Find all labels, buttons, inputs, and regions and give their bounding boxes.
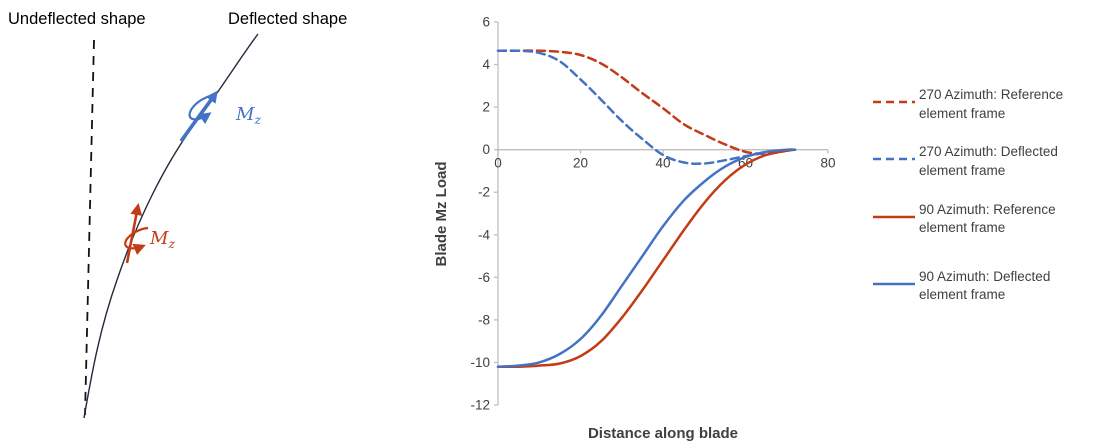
deflected-shape-label: Deflected shape [228, 10, 347, 28]
blue-mz-label: Mz [235, 104, 261, 127]
x-tick-label: 40 [655, 156, 670, 171]
diagram-svg: Undeflected shape Deflected shape Mz Mz [8, 10, 347, 419]
y-tick-label: -8 [478, 312, 490, 327]
y-tick-label: -2 [478, 185, 490, 200]
deflected-blade-curve [83, 33, 259, 419]
legend-entry-0: 270 Azimuth: Reference element frame [873, 86, 1113, 123]
legend-line-sample [873, 274, 919, 292]
blue-rotation-arrow [188, 94, 216, 125]
x-tick-label: 20 [573, 156, 588, 171]
blue-mz-subscript: z [253, 112, 261, 127]
blue-moment-vector [179, 90, 218, 143]
undeflected-shape-label: Undeflected shape [8, 10, 146, 28]
legend-entry-label: 270 Azimuth: Reference element frame [919, 87, 1064, 121]
x-tick-label: 0 [494, 156, 502, 171]
chart-legend: 270 Azimuth: Reference element frame 270 … [855, 0, 1113, 447]
legend-line-sample [873, 92, 919, 110]
legend-line-sample [873, 149, 919, 167]
y-tick-label: 6 [482, 15, 490, 30]
series-line-3 [496, 148, 797, 368]
legend-entry-1: 270 Azimuth: Deflected element frame [873, 143, 1113, 180]
series-line-1 [496, 49, 797, 165]
red-mz-symbol: M [149, 228, 169, 249]
legend-entry-label: 90 Azimuth: Deflected element frame [919, 268, 1051, 303]
red-mz-subscript: z [167, 236, 175, 251]
y-tick-label: -12 [470, 398, 490, 413]
undeflected-blade-line [84, 39, 95, 416]
x-tick-label: 80 [820, 156, 835, 171]
blade-deflection-diagram: Undeflected shape Deflected shape Mz Mz [0, 0, 430, 447]
chart-panel: -12 -10 -8 -6 -4 -2 0 2 4 6 0 20 40 60 80 Blade Mz Load… [430, 0, 855, 447]
y-tick-label: -10 [470, 355, 490, 370]
series-line-2 [496, 148, 797, 369]
y-tick-label: -6 [478, 270, 490, 285]
series-line-0 [496, 49, 797, 156]
red-rotation-arrow [124, 226, 149, 255]
legend-entry-label: 270 Azimuth: Deflected element frame [919, 144, 1058, 178]
y-tick-label: 2 [482, 100, 490, 115]
legend-line-sample [873, 207, 919, 225]
y-tick-label: 0 [482, 142, 490, 157]
y-axis-title: Blade Mz Load [433, 161, 450, 266]
blue-mz-symbol: M [235, 104, 255, 125]
legend-entry-label: 90 Azimuth: Reference element frame [919, 201, 1056, 236]
legend-entry-3: 90 Azimuth: Deflected element frame [873, 268, 1113, 305]
legend-entry-2: 90 Azimuth: Reference element frame [873, 201, 1113, 238]
y-tick-label: 4 [482, 57, 490, 72]
red-mz-label: Mz [149, 228, 175, 251]
x-axis-title: Distance along blade [588, 425, 738, 442]
y-tick-label: -4 [478, 227, 490, 242]
